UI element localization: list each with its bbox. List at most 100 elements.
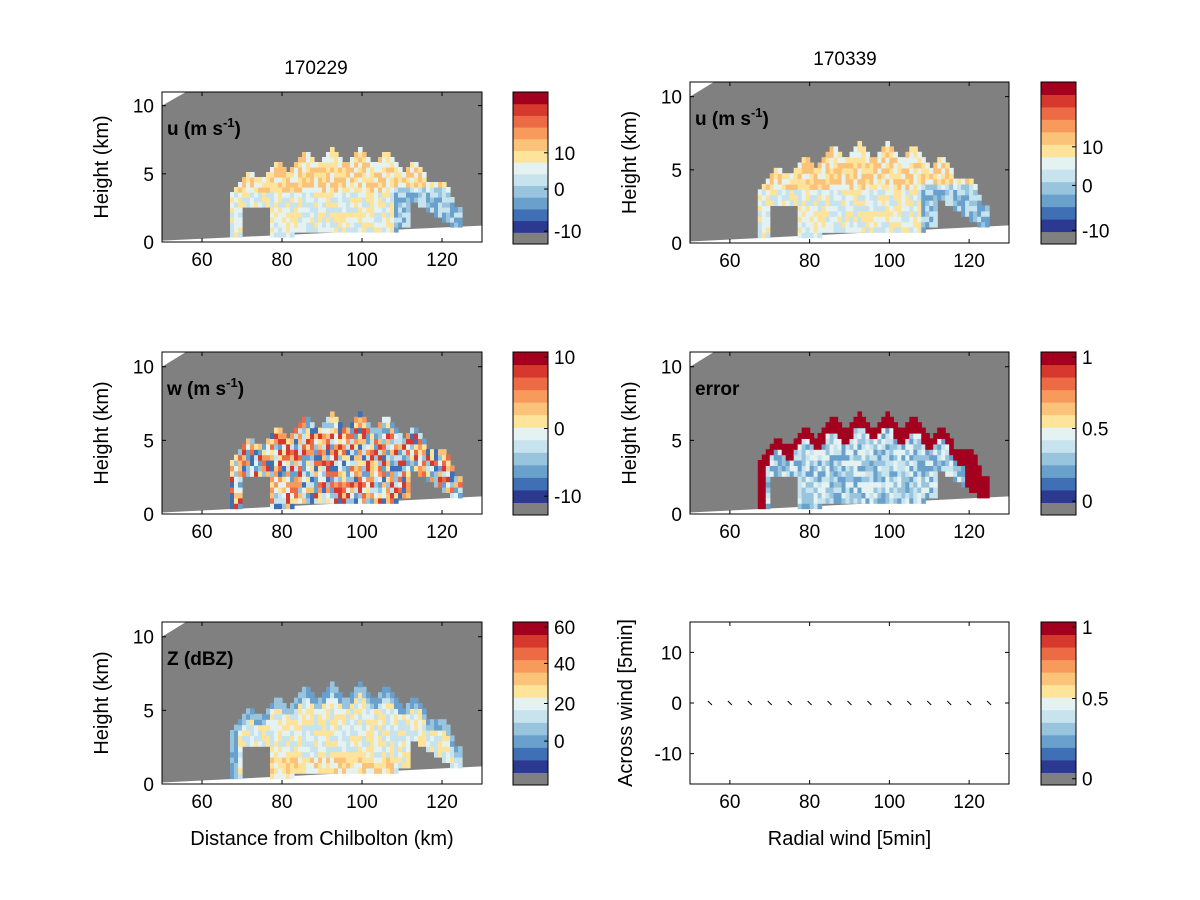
field-cell bbox=[402, 187, 407, 193]
field-cell bbox=[406, 713, 411, 720]
field-cell bbox=[829, 449, 835, 456]
field-cell bbox=[234, 187, 239, 193]
field-cell bbox=[366, 187, 371, 193]
field-cell bbox=[889, 210, 894, 217]
field-cell bbox=[302, 422, 307, 429]
field-cell bbox=[286, 497, 291, 504]
field-cell bbox=[310, 207, 315, 213]
colorbar-swatch bbox=[513, 173, 548, 187]
field-cell bbox=[334, 481, 339, 488]
field-cell bbox=[845, 194, 851, 201]
field-cell bbox=[274, 487, 279, 493]
field-cell bbox=[853, 449, 859, 456]
field-cell bbox=[382, 217, 387, 223]
colorbar-swatch bbox=[513, 659, 548, 673]
field-cell bbox=[917, 200, 922, 207]
field-cell bbox=[302, 212, 307, 218]
field-cell bbox=[893, 443, 898, 450]
field-cell bbox=[382, 460, 387, 466]
field-cell bbox=[346, 172, 351, 178]
field-cell bbox=[270, 713, 275, 720]
field-cell bbox=[853, 146, 859, 153]
field-cell bbox=[965, 481, 970, 488]
colorbar-frame bbox=[1040, 621, 1077, 786]
field-cell bbox=[370, 476, 375, 483]
field-cell bbox=[250, 449, 255, 456]
field-cell bbox=[418, 724, 423, 731]
field-cell bbox=[410, 703, 415, 709]
field-cell bbox=[230, 227, 235, 233]
field-cell bbox=[410, 433, 415, 439]
field-cell bbox=[238, 217, 243, 223]
field-cell bbox=[346, 222, 351, 228]
field-cell bbox=[881, 476, 886, 483]
field-cell bbox=[334, 708, 339, 715]
field-cell bbox=[797, 216, 803, 223]
field-cell bbox=[274, 454, 279, 461]
field-cell bbox=[378, 433, 383, 439]
field-cell bbox=[302, 465, 307, 472]
field-cell bbox=[298, 227, 303, 233]
field-cell bbox=[913, 416, 918, 423]
field-cell bbox=[338, 708, 343, 715]
field-cell bbox=[877, 157, 882, 164]
field-cell bbox=[781, 470, 787, 477]
field-cell bbox=[937, 178, 942, 185]
field-cell bbox=[294, 202, 299, 208]
field-cell bbox=[398, 719, 403, 726]
field-cell bbox=[366, 757, 371, 763]
field-cell bbox=[941, 465, 946, 472]
field-cell bbox=[901, 157, 906, 164]
field-cell bbox=[362, 724, 367, 731]
field-cell bbox=[290, 746, 295, 753]
field-cell bbox=[250, 197, 255, 203]
field-cell bbox=[314, 449, 319, 456]
field-cell bbox=[374, 465, 379, 472]
field-cell bbox=[913, 200, 918, 207]
field-cell bbox=[298, 177, 303, 183]
field-cell bbox=[945, 465, 950, 472]
field-cell bbox=[981, 492, 986, 499]
field-cell bbox=[310, 167, 315, 173]
field-cell bbox=[853, 433, 859, 439]
field-cell bbox=[382, 719, 387, 726]
field-cell bbox=[957, 189, 962, 196]
field-cell bbox=[897, 189, 902, 196]
field-cell bbox=[366, 227, 371, 233]
x-tick-label: 60 bbox=[719, 251, 740, 272]
field-cell bbox=[342, 724, 347, 731]
field-cell bbox=[270, 481, 275, 488]
field-cell bbox=[398, 454, 403, 461]
field bbox=[690, 82, 1009, 242]
field-cell bbox=[905, 433, 910, 439]
field-cell bbox=[829, 216, 835, 223]
field-cell bbox=[318, 192, 323, 198]
field-cell bbox=[809, 487, 815, 493]
field-cell bbox=[286, 708, 291, 715]
field-cell bbox=[398, 746, 403, 753]
field-cell bbox=[861, 173, 867, 180]
field-cell bbox=[805, 465, 811, 472]
field-cell bbox=[805, 427, 811, 434]
field-cell bbox=[909, 173, 914, 180]
field-cell bbox=[366, 449, 371, 456]
field-cell bbox=[398, 443, 403, 450]
colorbar-swatch bbox=[1041, 377, 1076, 391]
field-cell bbox=[362, 227, 367, 233]
field-cell bbox=[318, 757, 323, 763]
field-cell bbox=[410, 708, 415, 715]
field-cell bbox=[889, 487, 894, 493]
field-cell bbox=[234, 192, 239, 198]
field-cell bbox=[761, 221, 767, 228]
field-cell bbox=[266, 708, 271, 715]
field-cell bbox=[985, 216, 990, 223]
field-cell bbox=[406, 751, 411, 758]
field-cell bbox=[801, 162, 807, 169]
field-cell bbox=[921, 481, 926, 488]
field-cell bbox=[913, 221, 918, 228]
field-cell bbox=[941, 460, 946, 466]
field-cell bbox=[386, 697, 391, 704]
field-cell bbox=[274, 481, 279, 488]
field-cell bbox=[326, 476, 331, 483]
field-cell bbox=[765, 226, 771, 233]
